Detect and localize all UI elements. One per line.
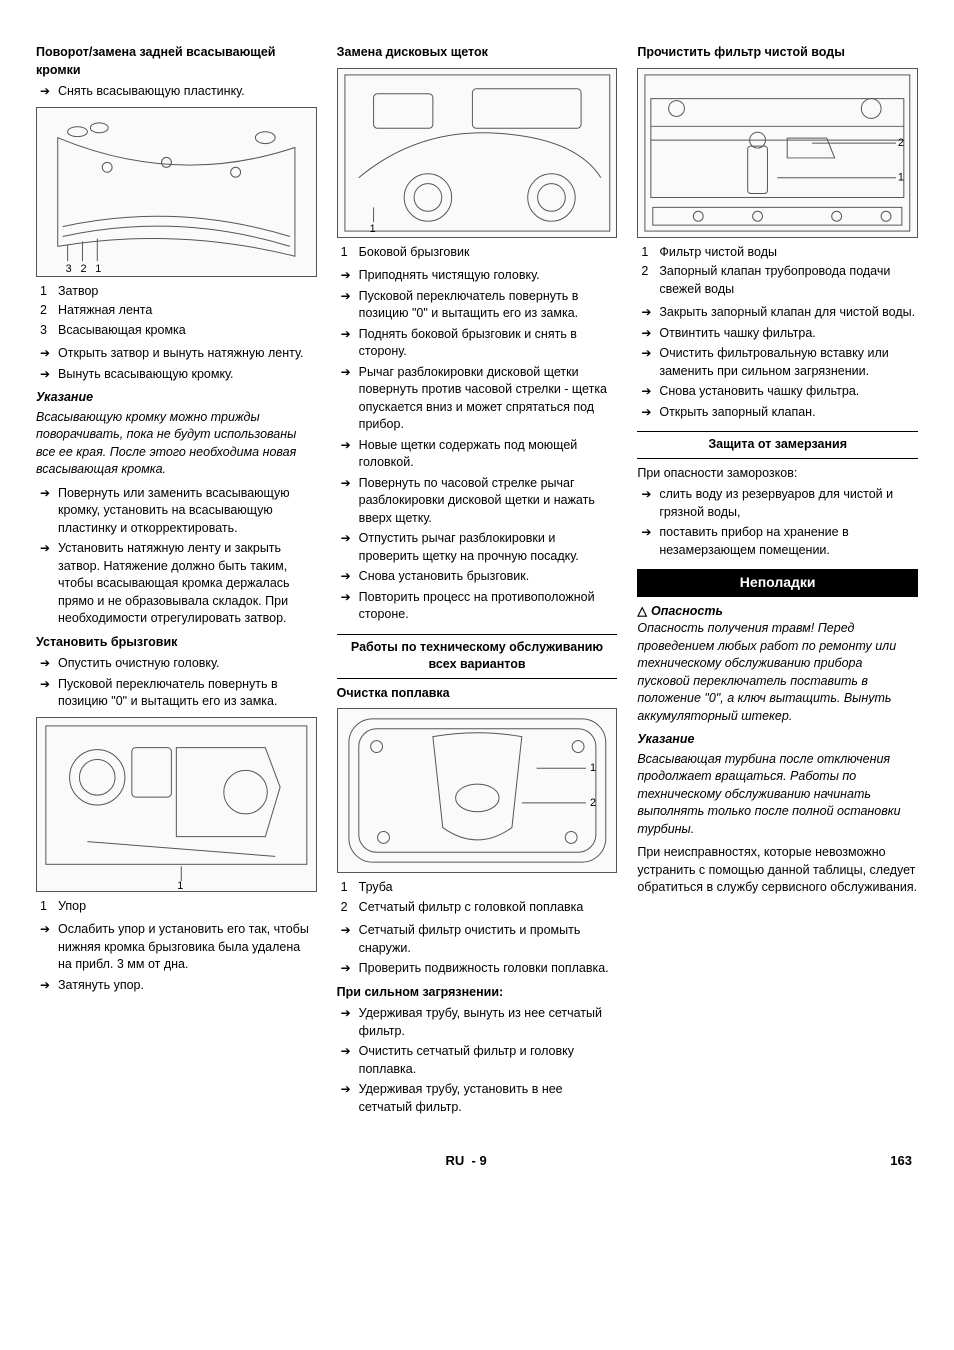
svg-text:2: 2 [590, 797, 596, 809]
list-item: Новые щетки содержать под моющей головко… [337, 437, 618, 472]
legend-float: 1Труба 2Сетчатый фильтр с головкой попла… [337, 879, 618, 916]
heading-heavy-soiling: При сильном загрязнении: [337, 984, 618, 1002]
list-item: Пусковой переключатель повернуть в позиц… [36, 676, 317, 711]
heading-install-splashguard: Установить брызговик [36, 634, 317, 652]
list-item: Очистить фильтровальную вставку или заме… [637, 345, 918, 380]
list-item: 3Всасывающая кромка [36, 322, 317, 340]
figure-disc-brushes: 1 [337, 68, 618, 238]
list-item: 1Боковой брызговик [337, 244, 618, 262]
list-item: Приподнять чистящую головку. [337, 267, 618, 285]
page-footer: RU - 9 163 [36, 1152, 918, 1170]
note-body: Всасывающую кромку можно трижды поворачи… [36, 409, 317, 479]
list-item: 1Труба [337, 879, 618, 897]
figure-suction-bar: 3 2 1 [36, 107, 317, 277]
svg-text:1: 1 [369, 223, 375, 235]
column-3: Прочистить фильтр чистой воды 2 1 [637, 40, 918, 1122]
column-2: Замена дисковых щеток 1 1Боковой брызгов… [337, 40, 618, 1122]
list-item: Проверить подвижность головки поплавка. [337, 960, 618, 978]
list-item: Снова установить чашку фильтра. [637, 383, 918, 401]
list-item: Затянуть упор. [36, 977, 317, 995]
list-item: 1Фильтр чистой воды [637, 244, 918, 262]
list-item: Закрыть запорный клапан для чистой воды. [637, 304, 918, 322]
list-item: Вынуть всасывающую кромку. [36, 366, 317, 384]
steps-freshwater-filter: Закрыть запорный клапан для чистой воды.… [637, 304, 918, 421]
svg-text:2: 2 [898, 137, 904, 149]
list-item: Поднять боковой брызговик и снять в стор… [337, 326, 618, 361]
list-item: Повторить процесс на противоположной сто… [337, 589, 618, 624]
steps-heavy-soiling: Удерживая трубу, вынуть из нее сетчатый … [337, 1005, 618, 1116]
list-item: Пусковой переключатель повернуть в позиц… [337, 288, 618, 323]
list-item: Ослабить упор и установить его так, чтоб… [36, 921, 317, 974]
list-item: Отпустить рычаг разблокировки и проверит… [337, 530, 618, 565]
list-item: Сетчатый фильтр очистить и промыть снару… [337, 922, 618, 957]
list-item: поставить прибор на хранение в незамерза… [637, 524, 918, 559]
list-item: Опустить очистную головку. [36, 655, 317, 673]
list-item: слить воду из резервуаров для чистой и г… [637, 486, 918, 521]
list-item: 2Запорный клапан трубопровода подачи све… [637, 263, 918, 298]
legend-freshwater: 1Фильтр чистой воды 2Запорный клапан тру… [637, 244, 918, 299]
list-item: Повернуть или заменить всасывающую кромк… [36, 485, 317, 538]
steps-replace-brush: Приподнять чистящую головку. Пусковой пе… [337, 267, 618, 624]
legend-side-splashguard: 1Боковой брызговик [337, 244, 618, 262]
svg-text:1: 1 [898, 171, 904, 183]
list-item: 1Затвор [36, 283, 317, 301]
para-frost-intro: При опасности заморозков: [637, 465, 918, 483]
list-item: 1Упор [36, 898, 317, 916]
danger-heading: △Опасность [637, 603, 918, 621]
svg-text:2: 2 [80, 263, 86, 275]
steps-open-latch: Открыть затвор и вынуть натяжную ленту. … [36, 345, 317, 383]
svg-text:1: 1 [95, 263, 101, 275]
svg-text:3: 3 [66, 263, 72, 275]
footer-lang-page: RU - 9 [446, 1152, 487, 1170]
list-item: Снять всасывающую пластинку. [36, 83, 317, 101]
footer-abs-page: 163 [890, 1152, 912, 1170]
para-service: При неисправностях, которые невозможно у… [637, 844, 918, 897]
steps-frost: слить воду из резервуаров для чистой и г… [637, 486, 918, 559]
list-item: Отвинтить чашку фильтра. [637, 325, 918, 343]
note-heading-2: Указание [637, 731, 918, 749]
section-maintenance-all-variants: Работы по техническому обслуживанию всех… [337, 634, 618, 679]
steps-loosen-stop: Ослабить упор и установить его так, чтоб… [36, 921, 317, 994]
figure-freshwater-filter: 2 1 [637, 68, 918, 238]
list-item: Удерживая трубу, вынуть из нее сетчатый … [337, 1005, 618, 1040]
legend-stop: 1Упор [36, 898, 317, 916]
steps-remove-plate: Снять всасывающую пластинку. [36, 83, 317, 101]
list-item: Открыть запорный клапан. [637, 404, 918, 422]
column-1: Поворот/замена задней всасывающей кромки… [36, 40, 317, 1122]
figure-float: 1 2 [337, 708, 618, 873]
figure-stop: 1 [36, 717, 317, 892]
note-heading: Указание [36, 389, 317, 407]
section-frost-protection: Защита от замерзания [637, 431, 918, 459]
danger-body: Опасность получения травм! Перед проведе… [637, 620, 918, 725]
list-item: Удерживая трубу, установить в нее сетчат… [337, 1081, 618, 1116]
steps-lower-head: Опустить очистную головку. Пусковой пере… [36, 655, 317, 711]
note-body-2: Всасывающая турбина после отключения про… [637, 751, 918, 839]
list-item: Снова установить брызговик. [337, 568, 618, 586]
warning-icon: △ [637, 604, 647, 618]
list-item: 2Натяжная лента [36, 302, 317, 320]
svg-text:1: 1 [177, 880, 183, 891]
steps-reinstall-edge: Повернуть или заменить всасывающую кромк… [36, 485, 317, 628]
steps-clean-float: Сетчатый фильтр очистить и промыть снару… [337, 922, 618, 978]
heading-turn-replace-edge: Поворот/замена задней всасывающей кромки [36, 44, 317, 79]
heading-clean-freshwater-filter: Прочистить фильтр чистой воды [637, 44, 918, 62]
heading-replace-disc-brushes: Замена дисковых щеток [337, 44, 618, 62]
list-item: Рычаг разблокировки дисковой щетки повер… [337, 364, 618, 434]
list-item: Установить натяжную ленту и закрыть затв… [36, 540, 317, 628]
list-item: 2Сетчатый фильтр с головкой поплавка [337, 899, 618, 917]
section-faults: Неполадки [637, 569, 918, 597]
legend-suction-bar: 1Затвор 2Натяжная лента 3Всасывающая кро… [36, 283, 317, 340]
list-item: Очистить сетчатый фильтр и головку попла… [337, 1043, 618, 1078]
list-item: Открыть затвор и вынуть натяжную ленту. [36, 345, 317, 363]
svg-text:1: 1 [590, 762, 596, 774]
list-item: Повернуть по часовой стрелке рычаг разбл… [337, 475, 618, 528]
heading-clean-float: Очистка поплавка [337, 685, 618, 703]
